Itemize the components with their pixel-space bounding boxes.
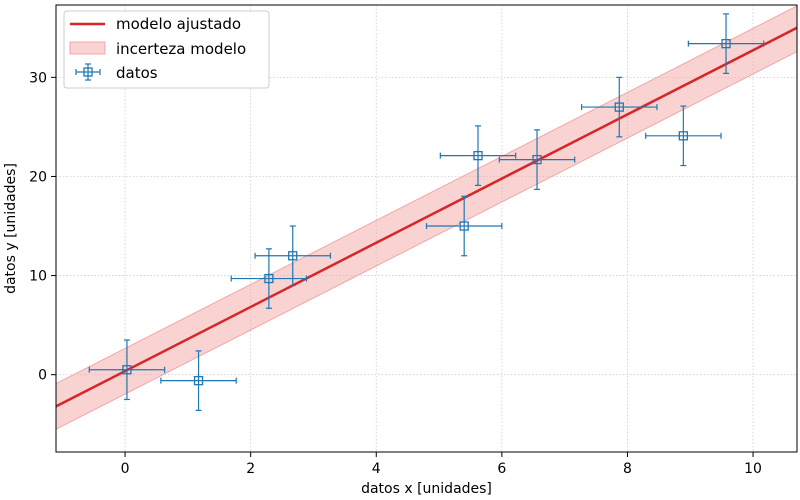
data-points	[88, 13, 765, 411]
model-line-group	[55, 26, 798, 408]
legend-label-model: modelo ajustado	[116, 15, 241, 33]
y-tick-label: 20	[29, 169, 47, 185]
legend-swatch-band	[69, 41, 106, 55]
data-marker	[288, 251, 298, 261]
plot-frame	[55, 4, 798, 453]
data-point	[88, 339, 166, 401]
legend-data-marker	[83, 67, 93, 77]
data-marker	[459, 221, 469, 231]
data-point	[581, 76, 658, 138]
x-ticks: 0 2 4 6 8 10	[121, 452, 762, 477]
data-point	[230, 248, 308, 309]
data-marker	[614, 102, 624, 112]
data-marker	[473, 151, 483, 161]
legend: modelo ajustado incerteza modelo datos	[63, 10, 270, 89]
y-axis-label: datos y [unidades]	[3, 163, 19, 294]
data-marker	[721, 39, 731, 49]
x-tick-label: 8	[623, 461, 632, 477]
x-tick-label: 10	[744, 461, 762, 477]
legend-label-data: datos	[116, 64, 158, 82]
y-tick-label: 0	[38, 368, 47, 384]
legend-swatch-data	[75, 63, 101, 81]
data-point	[425, 195, 503, 257]
model-line	[55, 26, 798, 408]
legend-label-band: incerteza modelo	[116, 40, 246, 58]
y-tick-label: 30	[29, 70, 47, 86]
y-tick-label: 10	[29, 269, 47, 285]
x-tick-label: 0	[121, 461, 130, 477]
data-marker	[193, 375, 204, 386]
y-ticks: 0 10 20 30	[29, 70, 56, 384]
x-tick-label: 6	[497, 461, 506, 477]
data-point	[160, 350, 237, 411]
data-marker	[532, 154, 542, 165]
x-tick-label: 2	[246, 461, 255, 477]
data-point	[498, 129, 576, 190]
data-point	[439, 125, 517, 186]
data-marker	[678, 131, 688, 141]
data-marker	[264, 273, 274, 284]
x-axis-label: datos x [unidades]	[361, 481, 492, 497]
data-point	[687, 13, 765, 74]
x-tick-label: 4	[372, 461, 381, 477]
data-point	[645, 105, 722, 167]
legend-box	[63, 10, 270, 89]
data-marker	[122, 365, 132, 375]
data-point	[254, 225, 332, 287]
